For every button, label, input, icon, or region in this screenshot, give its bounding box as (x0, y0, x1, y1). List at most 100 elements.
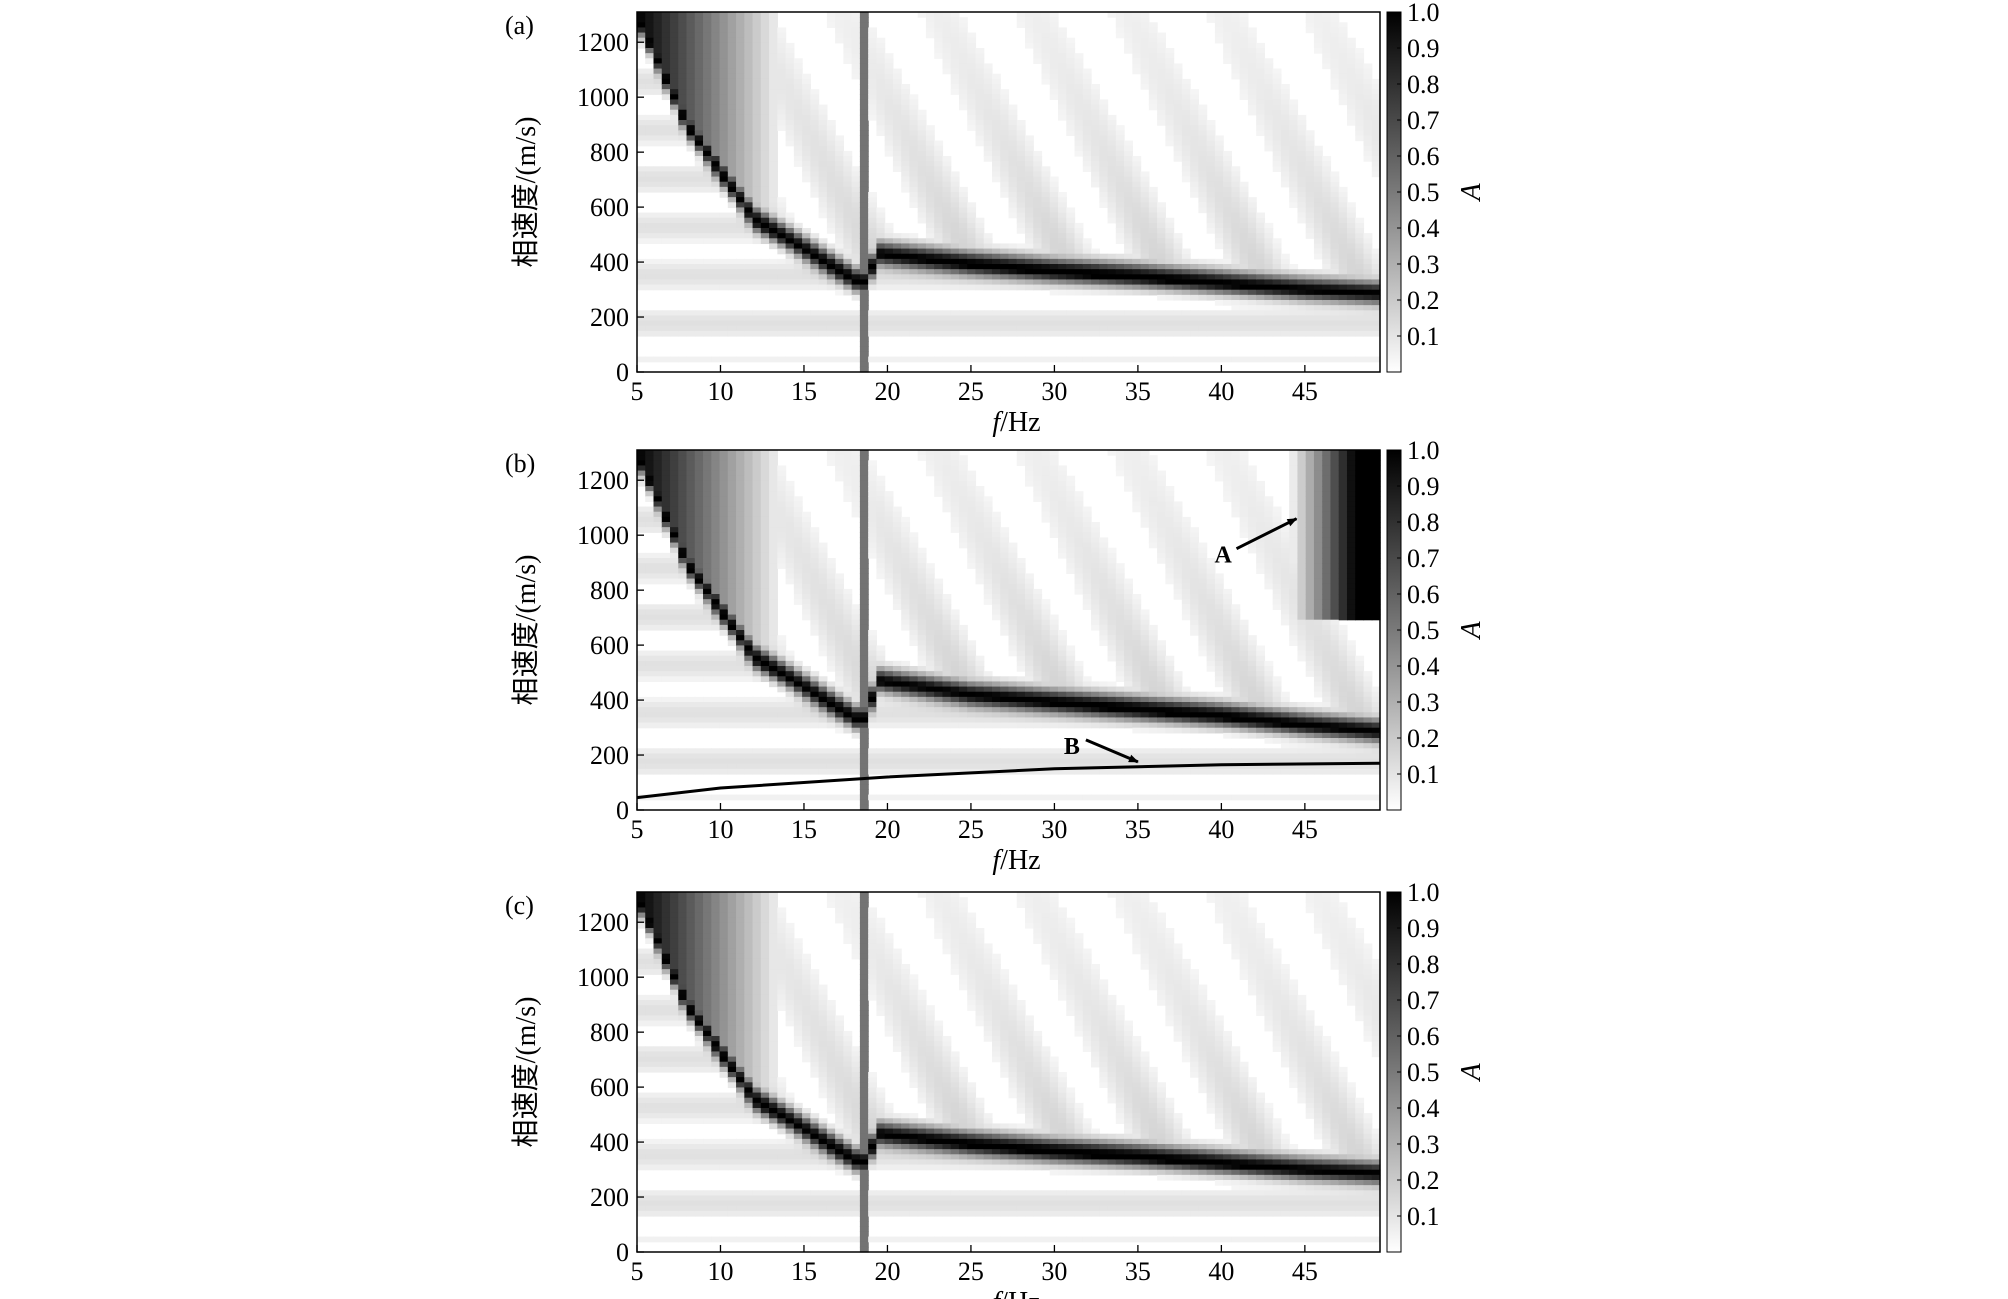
colorbar-tick-label: 0.6 (1407, 1022, 1440, 1051)
colorbar-tick-label: 0.9 (1407, 34, 1440, 63)
colorbar-tick-label: 0.2 (1407, 724, 1440, 753)
y-tick-label: 600 (590, 1073, 629, 1102)
y-tick-label: 1200 (577, 908, 629, 937)
plot-frame (636, 891, 1381, 1253)
x-axis-var: f (992, 845, 1003, 876)
x-tick-label: 30 (1041, 815, 1067, 844)
y-tick-label: 800 (590, 138, 629, 167)
colorbar-tick-label: 0.4 (1407, 214, 1440, 243)
x-tick-label: 20 (874, 377, 900, 406)
x-tick-label: 10 (707, 377, 733, 406)
x-tick-label: 30 (1041, 1257, 1067, 1286)
x-tick-label: 5 (631, 377, 644, 406)
x-tick-label: 15 (791, 1257, 817, 1286)
heatmap-image (637, 450, 1381, 811)
curve-b-line (636, 761, 1381, 800)
x-axis-var: f (992, 1287, 1003, 1299)
annotation-arrow-a (1235, 517, 1298, 551)
x-tick-label: 25 (958, 1257, 984, 1286)
heatmap-image (637, 892, 1381, 1253)
x-tick-label: 5 (631, 1257, 644, 1286)
y-tick-label: 1000 (577, 83, 629, 112)
colorbar-label: A (1456, 621, 1487, 641)
x-axis-var: f (992, 407, 1003, 438)
x-tick-label: 5 (631, 815, 644, 844)
x-axis-label: f/Hz (992, 845, 1040, 876)
y-tick-label: 800 (590, 576, 629, 605)
x-tick-label: 40 (1208, 1257, 1234, 1286)
x-tick-label: 25 (958, 377, 984, 406)
colorbar-label: A (1456, 183, 1487, 203)
colorbar-tick-label: 0.8 (1407, 950, 1440, 979)
x-axis-label: f/Hz (992, 1287, 1040, 1299)
y-tick-label: 1000 (577, 521, 629, 550)
x-tick-label: 15 (791, 815, 817, 844)
colorbar-tick-label: 0.4 (1407, 1094, 1440, 1123)
y-tick-label: 800 (590, 1018, 629, 1047)
y-axis-label: 相速度/(m/s) (510, 997, 542, 1148)
panel-label: (a) (505, 11, 534, 40)
x-axis-unit: /Hz (1000, 407, 1040, 438)
x-tick-label: 20 (874, 815, 900, 844)
colorbar-tick-label: 0.2 (1407, 286, 1440, 315)
y-tick-label: 400 (590, 1128, 629, 1157)
colorbar-tick-label: 0.6 (1407, 142, 1440, 171)
colorbar-tick-label: 0.2 (1407, 1166, 1440, 1195)
colorbar-tick-label: 0.7 (1407, 106, 1440, 135)
annotation-arrow-b (1085, 738, 1139, 764)
colorbar-tick-label: 0.4 (1407, 652, 1440, 681)
x-axis-unit: /Hz (1000, 845, 1040, 876)
x-tick-label: 25 (958, 815, 984, 844)
x-tick-label: 20 (874, 1257, 900, 1286)
panel-a: 5 10 15 20 25 30 35 40 45 0 200 400 600 800 1000 1200 (a… (505, 0, 1487, 438)
x-tick-label: 45 (1292, 815, 1318, 844)
colorbar-tick-label: 0.9 (1407, 914, 1440, 943)
colorbar-tick-label: 1.0 (1407, 436, 1440, 465)
colorbar-tick-label: 0.3 (1407, 688, 1440, 717)
colorbar-tick-label: 1.0 (1407, 878, 1440, 907)
x-tick-label: 35 (1125, 815, 1151, 844)
x-tick-label: 40 (1208, 815, 1234, 844)
colorbar-tick-label: 0.1 (1407, 322, 1440, 351)
colorbar-tick-label: 0.7 (1407, 986, 1440, 1015)
panel-label: (c) (505, 891, 534, 920)
colorbar-tick-label: 0.1 (1407, 760, 1440, 789)
panel-b: 5 10 15 20 25 30 35 40 45 0 200 400 600 800 1000 1200 (b… (505, 436, 1487, 876)
colorbar-tick-label: 0.5 (1407, 1058, 1440, 1087)
y-tick-label: 0 (616, 358, 629, 387)
colorbar-tick-label: 0.1 (1407, 1202, 1440, 1231)
panel-c: 5 10 15 20 25 30 35 40 45 0 200 400 600 800 1000 1200 (c… (505, 878, 1487, 1299)
colorbar-tick-label: 0.7 (1407, 544, 1440, 573)
colorbar-tick-label: 0.6 (1407, 580, 1440, 609)
colorbar-tick-label: 0.5 (1407, 616, 1440, 645)
annotation-b: B (1064, 734, 1080, 760)
y-tick-label: 0 (616, 796, 629, 825)
colorbar-tick-label: 0.8 (1407, 70, 1440, 99)
y-tick-label: 200 (590, 741, 629, 770)
x-tick-label: 35 (1125, 1257, 1151, 1286)
heatmap-image (637, 12, 1381, 373)
y-tick-label: 0 (616, 1238, 629, 1267)
plot-frame (636, 11, 1381, 373)
x-tick-label: 40 (1208, 377, 1234, 406)
x-tick-label: 10 (707, 1257, 733, 1286)
annotation-a: A (1215, 543, 1233, 569)
y-tick-label: 600 (590, 631, 629, 660)
x-tick-label: 30 (1041, 377, 1067, 406)
colorbar-tick-label: 0.8 (1407, 508, 1440, 537)
y-tick-label: 1200 (577, 466, 629, 495)
x-tick-label: 45 (1292, 377, 1318, 406)
y-tick-label: 600 (590, 193, 629, 222)
colorbar-tick-label: 1.0 (1407, 0, 1440, 27)
y-tick-label: 200 (590, 303, 629, 332)
x-tick-label: 45 (1292, 1257, 1318, 1286)
x-axis-unit: /Hz (1000, 1287, 1040, 1299)
colorbar-tick-label: 0.9 (1407, 472, 1440, 501)
x-tick-label: 35 (1125, 377, 1151, 406)
y-tick-label: 1200 (577, 28, 629, 57)
x-axis-label: f/Hz (992, 407, 1040, 438)
x-tick-label: 15 (791, 377, 817, 406)
colorbar-tick-label: 0.5 (1407, 178, 1440, 207)
colorbar-tick-label: 0.3 (1407, 250, 1440, 279)
